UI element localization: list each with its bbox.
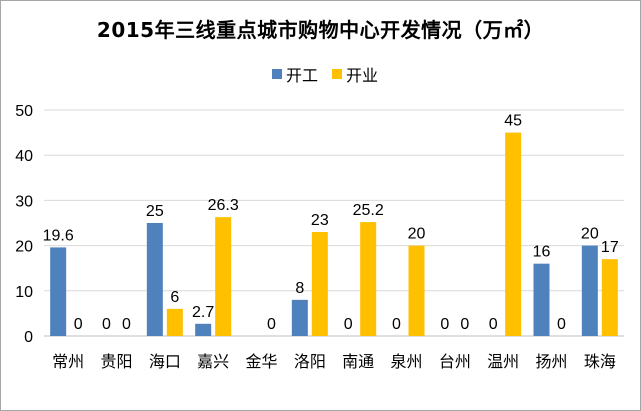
legend-swatch-started: [272, 69, 282, 79]
x-tick-label: 洛阳: [294, 352, 326, 371]
y-tick-label: 0: [24, 329, 33, 346]
data-label: 25.2: [353, 202, 384, 219]
data-label: 2.7: [192, 304, 214, 321]
y-tick-label: 40: [15, 148, 33, 165]
bar: [533, 263, 550, 336]
x-tick-label: 珠海: [584, 352, 616, 371]
data-label: 0: [122, 316, 131, 333]
bar: [215, 217, 232, 336]
bar: [166, 308, 183, 336]
data-label: 0: [102, 316, 111, 333]
data-label: 20: [408, 226, 426, 243]
data-label: 17: [601, 239, 619, 256]
bar: [408, 245, 425, 336]
bar: [581, 245, 598, 336]
legend-label-opened: 开业: [346, 66, 379, 85]
y-tick-label: 10: [15, 284, 33, 301]
x-tick-label: 金华: [245, 352, 277, 371]
data-label: 0: [267, 316, 276, 333]
bar: [311, 232, 328, 336]
data-label: 23: [311, 212, 329, 229]
legend-swatch-opened: [332, 69, 343, 79]
bar: [146, 223, 163, 336]
data-label: 25: [146, 203, 164, 220]
x-tick-label: 贵阳: [100, 352, 132, 371]
data-label: 45: [504, 113, 522, 130]
y-tick-label: 30: [15, 193, 33, 210]
x-tick-label: 扬州: [535, 352, 567, 371]
bar: [291, 299, 308, 336]
data-label: 6: [170, 289, 179, 306]
data-label: 0: [392, 316, 401, 333]
data-label: 19.6: [43, 227, 74, 244]
data-label: 0: [557, 316, 566, 333]
x-tick-label: 泉州: [390, 352, 422, 371]
legend: 开工 开业: [272, 62, 378, 86]
data-label: 0: [460, 316, 469, 333]
x-tick-label: 温州: [487, 352, 519, 371]
y-tick-label: 20: [15, 239, 33, 256]
bar: [50, 247, 67, 336]
x-tick-label: 台州: [439, 352, 471, 371]
legend-item-opened: 开业: [332, 62, 378, 86]
legend-label-started: 开工: [286, 66, 319, 85]
x-tick-label: 海口: [149, 352, 181, 371]
data-label: 0: [344, 316, 353, 333]
x-tick-label: 常州: [52, 352, 84, 371]
bar: [195, 323, 212, 336]
data-label: 8: [295, 280, 304, 297]
bar: [360, 222, 377, 336]
data-label: 0: [74, 316, 83, 333]
bar: [505, 132, 522, 336]
data-label: 0: [440, 316, 449, 333]
data-label: 26.3: [208, 197, 239, 214]
chart-title: 2015年三线重点城市购物中心开发情况（万㎡）: [96, 18, 545, 42]
legend-item-started: 开工: [272, 62, 318, 86]
x-tick-label: 南通: [342, 352, 374, 371]
data-label: 20: [581, 226, 599, 243]
data-label: 16: [533, 244, 551, 261]
data-label: 0: [489, 316, 498, 333]
bar: [601, 259, 618, 336]
x-tick-label: 嘉兴: [197, 352, 229, 371]
y-tick-label: 50: [15, 103, 33, 120]
